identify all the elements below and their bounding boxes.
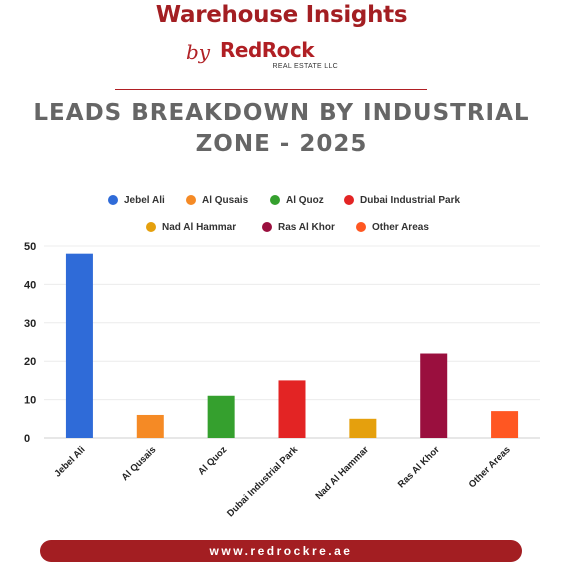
x-tick-label: Nad Al Hammar	[313, 444, 371, 502]
legend-label: Nad Al Hammar	[162, 221, 237, 233]
legend-item-ras-al-khor: Ras Al Khor	[262, 220, 335, 234]
x-tick-label: Other Areas	[467, 444, 513, 490]
chart-title-line-2: ZONE - 2025	[195, 131, 368, 157]
y-tick-label: 0	[24, 433, 30, 445]
header-divider	[115, 89, 427, 90]
logo-subtext: REAL ESTATE LLC	[272, 63, 338, 70]
legend-item-al-quoz: Al Quoz	[270, 193, 324, 207]
legend-row: Nad Al Hammar Ras Al Khor Other Areas	[0, 220, 563, 234]
legend-label: Jebel Ali	[124, 194, 165, 206]
legend-swatch	[344, 195, 354, 205]
legend-item-nad-al-hammar: Nad Al Hammar	[146, 220, 236, 234]
byline: by RedRock REAL ESTATE LLC	[186, 36, 346, 82]
legend-label: Ras Al Khor	[278, 221, 335, 233]
legend-label: Other Areas	[372, 221, 429, 233]
y-tick-label: 10	[24, 395, 36, 407]
legend-swatch	[146, 222, 156, 232]
bar-al-quoz	[207, 395, 235, 438]
bar-dubai-industrial-park	[278, 380, 306, 438]
legend-label: Al Qusais	[202, 194, 249, 206]
redrock-logo: RedRock REAL ESTATE LLC	[220, 38, 344, 78]
bar-other-areas	[491, 411, 519, 438]
y-tick-label: 40	[24, 279, 36, 291]
legend-item-al-qusais: Al Qusais	[186, 193, 248, 207]
y-tick-label: 30	[24, 318, 36, 330]
legend-row: Jebel Ali Al Qusais Al Quoz Dubai Industria…	[0, 193, 563, 207]
x-tick-label: Dubai Industrial Park	[225, 444, 300, 519]
legend-swatch	[186, 195, 196, 205]
chart-title-line-1: LEADS BREAKDOWN BY INDUSTRIAL	[33, 100, 530, 126]
legend-item-other-areas: Other Areas	[356, 220, 429, 234]
bar-nad-al-hammar	[349, 418, 377, 438]
chart-title: LEADS BREAKDOWN BY INDUSTRIAL ZONE - 202…	[0, 98, 563, 160]
x-tick-label: Al Qusais	[120, 444, 159, 483]
footer-url[interactable]: www.redrockre.ae	[209, 544, 353, 558]
x-tick-label: Al Quoz	[196, 444, 229, 477]
brand-title: Warehouse Insights	[155, 2, 408, 28]
bar-al-qusais	[136, 414, 164, 438]
y-tick-label: 50	[24, 241, 36, 253]
legend-label: Al Quoz	[286, 194, 324, 206]
x-tick-label: Jebel Ali	[52, 444, 87, 479]
bar-jebel-ali	[65, 253, 93, 438]
legend-label: Dubai Industrial Park	[360, 194, 461, 206]
bar-ras-al-khor	[420, 353, 448, 438]
legend-item-jebel-ali: Jebel Ali	[108, 193, 165, 207]
by-text: by	[186, 40, 211, 64]
legend-item-dubai-industrial-park: Dubai Industrial Park	[344, 193, 460, 207]
legend-swatch	[108, 195, 118, 205]
y-tick-label: 20	[24, 356, 36, 368]
legend-swatch	[356, 222, 366, 232]
footer-bar: www.redrockre.ae	[40, 540, 522, 562]
legend-swatch	[262, 222, 272, 232]
x-tick-label: Ras Al Khor	[396, 444, 442, 490]
logo-text: RedRock	[220, 38, 315, 62]
legend-swatch	[270, 195, 280, 205]
bar-chart: 0 10 20 30 40 50 Jebel Ali Al Qusais Al QuozDuba…	[24, 241, 540, 519]
